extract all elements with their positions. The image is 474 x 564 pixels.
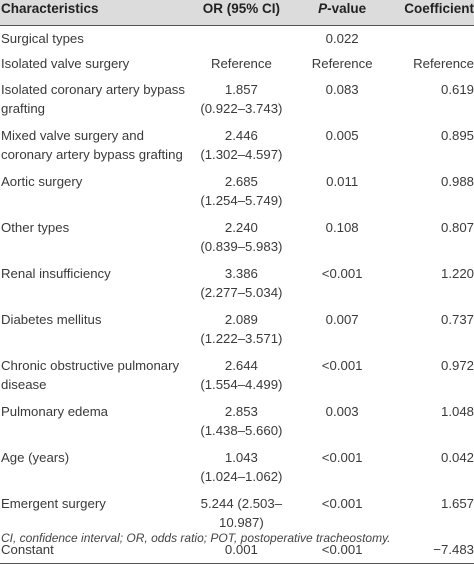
cell-p-value: 0.108 (325, 220, 359, 235)
or-ci: (1.024–1.062) (200, 469, 283, 484)
cell-characteristic: Emergent surgery (1, 496, 106, 511)
header-coefficient: Coefficient (392, 0, 474, 26)
table-row: Surgical types 0.022 (0, 26, 474, 52)
table-row: Emergent surgery 5.244 (2.503– 10.987) <0.0… (0, 490, 474, 536)
cell-p-value: <0.001 (321, 358, 363, 373)
cell-p-value: 0.022 (325, 31, 359, 46)
or-ci: 10.987) (219, 515, 264, 530)
or-ci: (0.839–5.983) (200, 239, 283, 254)
or-value: 2.089 (224, 312, 258, 327)
cell-p-value: 0.003 (325, 404, 359, 419)
or-ci: (1.302–4.597) (200, 147, 283, 162)
cell-or: 2.240 (0.839–5.983) (191, 214, 293, 260)
cell-characteristic: Age (years) (1, 450, 70, 465)
header-p-suffix: -value (327, 1, 367, 16)
cell-p-value: 0.011 (326, 174, 359, 189)
cell-or: 2.853 (1.438–5.660) (191, 398, 293, 444)
cell-or: 2.089 (1.222–3.571) (191, 306, 293, 352)
or-value: 3.386 (224, 266, 258, 281)
cell-p-value: 0.007 (325, 312, 359, 327)
table-row: Chronic obstructive pulmonary disease 2.6… (0, 352, 474, 398)
cell-p-value: <0.001 (321, 450, 363, 465)
cell-characteristic: Aortic surgery (1, 174, 83, 189)
cell-coefficient: 1.220 (440, 266, 474, 281)
cell-coefficient: 0.619 (440, 82, 474, 97)
cell-or: 2.644 (1.554–4.499) (191, 352, 293, 398)
table-header-row: Characteristics OR (95% CI) P-value Coef… (0, 0, 474, 26)
cell-or: 3.386 (2.277–5.034) (191, 260, 293, 306)
or-value: 2.853 (224, 404, 258, 419)
or-ci: (0.922–3.743) (200, 101, 283, 116)
cell-coefficient: 1.657 (440, 496, 474, 511)
cell-characteristic: Isolated valve surgery (1, 56, 130, 71)
header-p-letter: P (318, 1, 328, 16)
table-footnote: CI, confidence interval; OR, odds ratio;… (1, 531, 391, 545)
cell-coefficient: 0.988 (440, 174, 474, 189)
cell-characteristic: Pulmonary edema (1, 404, 109, 419)
cell-characteristic: Diabetes mellitus (1, 312, 102, 327)
or-ci: (1.554–4.499) (200, 377, 283, 392)
cell-or: 1.043 (1.024–1.062) (191, 444, 293, 490)
cell-coefficient: 0.807 (440, 220, 474, 235)
header-or: OR (95% CI) (190, 0, 293, 26)
table-row: Aortic surgery 2.685 (1.254–5.749) 0.011 0.9… (0, 168, 474, 214)
table-row: Renal insufficiency 3.386 (2.277–5.034) <0.… (0, 260, 474, 306)
cell-characteristic: Mixed valve surgery and coronary artery … (1, 128, 183, 162)
or-value: 1.857 (224, 82, 258, 97)
cell-coefficient: 0.737 (440, 312, 474, 327)
cell-coefficient: 1.048 (440, 404, 474, 419)
cell-characteristic: Other types (1, 220, 70, 235)
cell-characteristic: Isolated coronary artery bypass grafting (1, 82, 185, 116)
cell-coefficient: 0.895 (440, 128, 474, 143)
cell-coefficient (392, 26, 474, 52)
cell-or: 2.446 (1.302–4.597) (191, 122, 293, 168)
or-ci: (1.254–5.749) (200, 193, 283, 208)
table-row: Isolated valve surgery Reference Reference… (0, 51, 474, 76)
or-value: Reference (210, 56, 272, 71)
cell-coefficient: Reference (413, 56, 474, 71)
cell-or: 5.244 (2.503– 10.987) (191, 490, 293, 536)
header-p-value: P-value (292, 0, 393, 26)
cell-p-value: <0.001 (321, 266, 363, 281)
cell-coefficient: 0.972 (440, 358, 474, 373)
or-ci: (2.277–5.034) (200, 285, 283, 300)
cell-p-value: Reference (311, 56, 373, 71)
or-value: 1.043 (224, 450, 258, 465)
cell-coefficient: 0.042 (440, 450, 474, 465)
or-value: 2.644 (224, 358, 258, 373)
cell-or: 1.857 (0.922–3.743) (191, 76, 293, 122)
cell-p-value: 0.005 (325, 128, 359, 143)
or-value: 2.446 (224, 128, 258, 143)
or-ci: (1.438–5.660) (200, 423, 283, 438)
cell-p-value: <0.001 (321, 496, 363, 511)
table-row: Diabetes mellitus 2.089 (1.222–3.571) 0.007… (0, 306, 474, 352)
or-ci: (1.222–3.571) (200, 331, 283, 346)
table-row: Mixed valve surgery and coronary artery … (0, 122, 474, 168)
cell-or: 2.685 (1.254–5.749) (191, 168, 293, 214)
table-row: Age (years) 1.043 (1.024–1.062) <0.001 0.042 (0, 444, 474, 490)
table-row: Isolated coronary artery bypass grafting… (0, 76, 474, 122)
cell-characteristic: Chronic obstructive pulmonary disease (1, 358, 180, 392)
table-row: Other types 2.240 (0.839–5.983) 0.108 0.807 (0, 214, 474, 260)
table-body: Surgical types 0.022 Isolated valve surger… (0, 26, 474, 564)
cell-p-value: 0.083 (325, 82, 359, 97)
table-row: Pulmonary edema 2.853 (1.438–5.660) 0.003 1.… (0, 398, 474, 444)
or-value: 2.240 (224, 220, 258, 235)
cell-or (191, 26, 293, 52)
or-value: 5.244 (2.503– (200, 496, 283, 511)
cell-or: Reference (191, 51, 293, 76)
cell-characteristic: Surgical types (1, 31, 84, 46)
cell-characteristic: Renal insufficiency (1, 266, 111, 281)
or-value: 2.685 (224, 174, 258, 189)
header-characteristics: Characteristics (0, 0, 191, 26)
